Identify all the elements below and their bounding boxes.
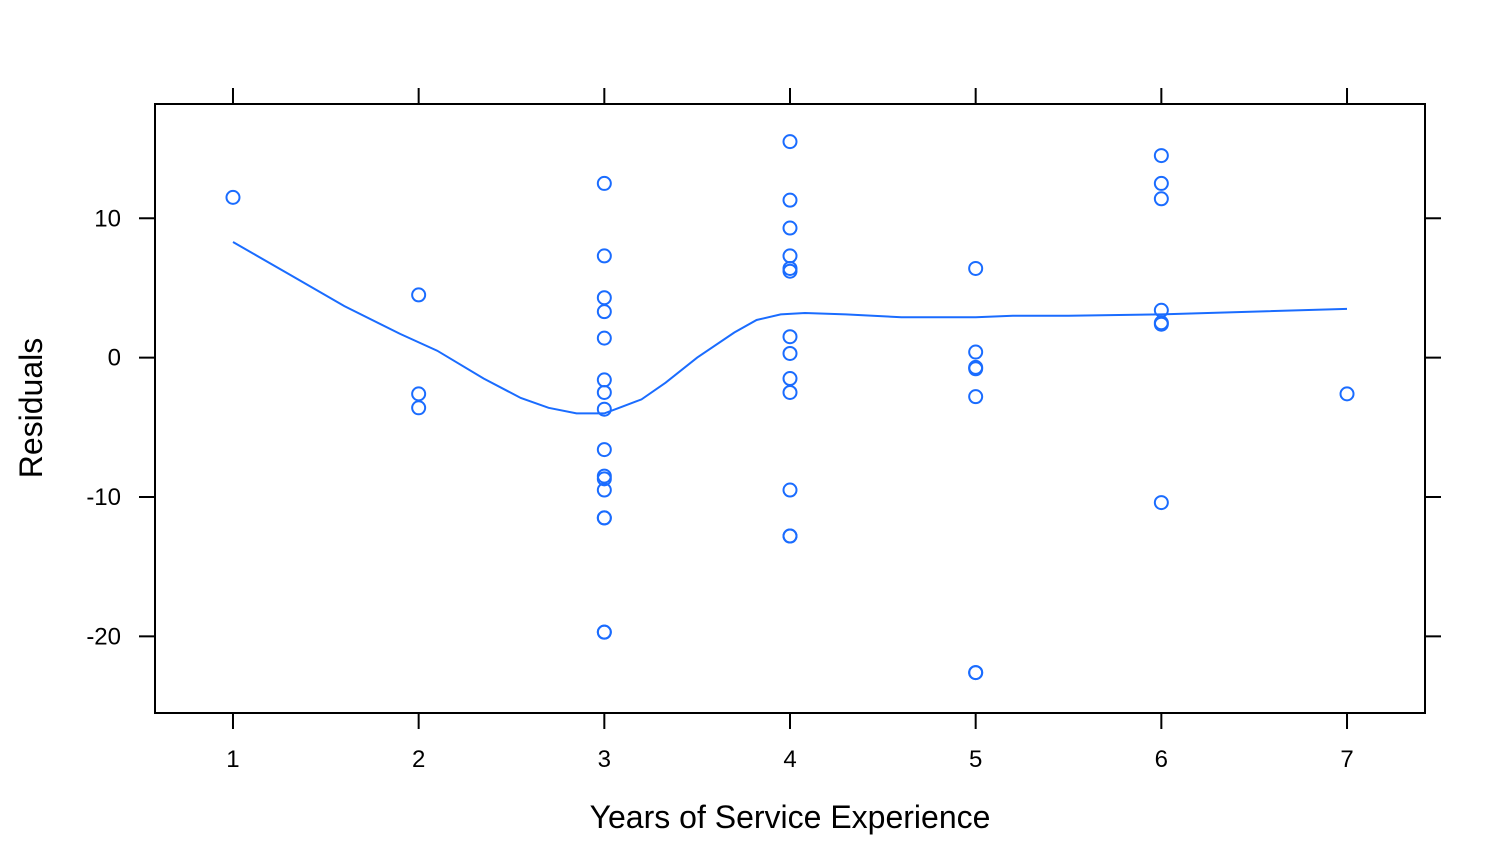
x-tick-label: 1 xyxy=(226,746,239,773)
data-point xyxy=(1153,316,1169,332)
y-tick-label: -10 xyxy=(86,484,121,511)
data-point xyxy=(596,330,612,346)
data-point xyxy=(596,471,612,487)
data-point xyxy=(968,389,984,405)
data-point xyxy=(782,371,798,387)
data-point xyxy=(1153,495,1169,511)
x-tick-label: 7 xyxy=(1340,746,1353,773)
data-point xyxy=(596,175,612,191)
data-point xyxy=(225,189,241,205)
data-point xyxy=(596,290,612,306)
x-axis-title: Years of Service Experience xyxy=(590,799,991,835)
x-tick-label: 3 xyxy=(598,746,611,773)
y-tick-label: -20 xyxy=(86,623,121,650)
points-layer xyxy=(225,134,1355,681)
data-point xyxy=(596,401,612,417)
data-point xyxy=(596,248,612,264)
data-point xyxy=(596,442,612,458)
y-axis-title: Residuals xyxy=(13,338,49,479)
data-point xyxy=(411,287,427,303)
data-point xyxy=(1153,191,1169,207)
data-point xyxy=(968,344,984,360)
data-point xyxy=(968,260,984,276)
x-tick-label: 5 xyxy=(969,746,982,773)
data-point xyxy=(968,665,984,681)
ticks-layer: 1 2 3 4 5 6 7 -20 -10 0 10 xyxy=(86,88,1441,773)
data-point xyxy=(968,361,984,377)
data-point xyxy=(596,304,612,320)
data-point xyxy=(782,345,798,361)
data-point xyxy=(782,248,798,264)
data-point xyxy=(596,510,612,526)
data-point xyxy=(782,192,798,208)
data-point xyxy=(596,372,612,388)
data-point xyxy=(782,482,798,498)
data-point xyxy=(1339,386,1355,402)
smooth-line-layer xyxy=(232,241,1348,415)
x-tick-label: 2 xyxy=(412,746,425,773)
data-point xyxy=(596,624,612,640)
y-tick-label: 0 xyxy=(108,345,121,372)
loess-smooth-line xyxy=(232,241,1348,415)
data-point xyxy=(782,329,798,345)
data-point xyxy=(782,384,798,400)
x-tick-label: 4 xyxy=(783,746,796,773)
data-point xyxy=(782,220,798,236)
data-point xyxy=(782,134,798,150)
data-point xyxy=(411,400,427,416)
data-point xyxy=(1153,148,1169,164)
data-point xyxy=(596,482,612,498)
data-point xyxy=(1153,175,1169,191)
data-point xyxy=(411,386,427,402)
x-tick-label: 6 xyxy=(1155,746,1168,773)
y-tick-label: 10 xyxy=(94,205,121,232)
data-point xyxy=(782,528,798,544)
plot-frame xyxy=(154,103,1426,714)
data-point xyxy=(596,384,612,400)
data-point xyxy=(782,263,798,279)
